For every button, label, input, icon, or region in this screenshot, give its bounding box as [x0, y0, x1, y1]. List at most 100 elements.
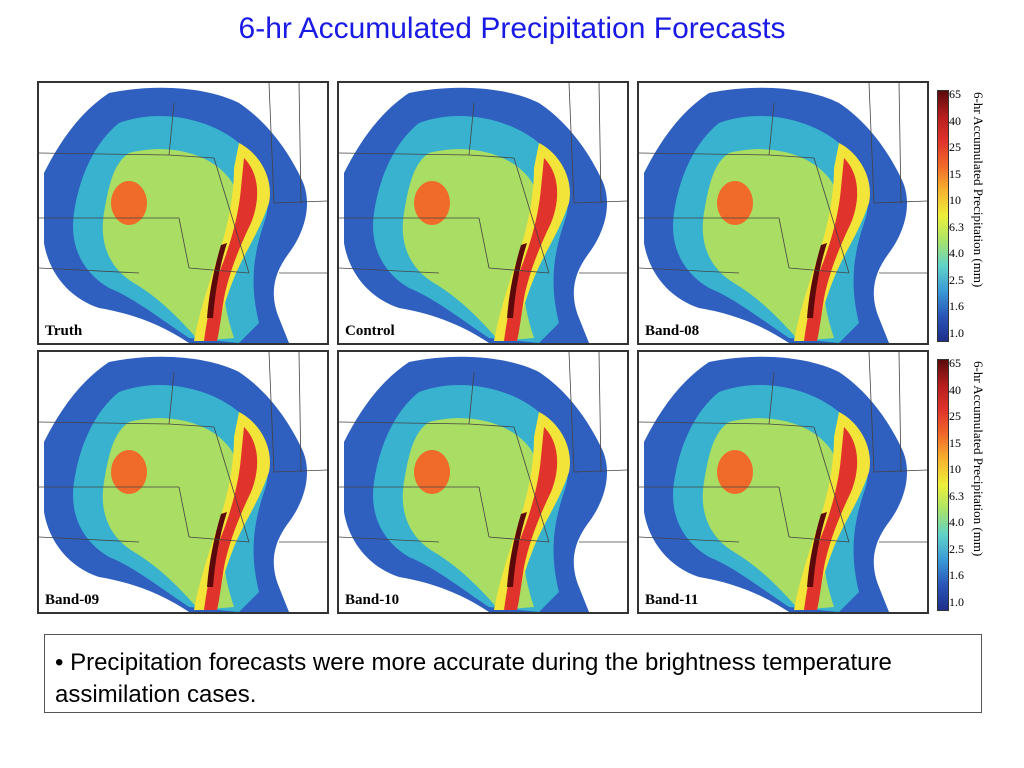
state-boundary — [339, 536, 440, 543]
precip-very-heavy-band — [204, 427, 258, 610]
colorbar-tick: 4.0 — [949, 246, 964, 260]
state-boundary — [188, 536, 250, 543]
colorbar-tick: 65 — [949, 356, 961, 370]
state-boundary — [573, 469, 627, 473]
colorbar-tick: 1.0 — [949, 594, 964, 609]
state-boundary — [39, 267, 140, 274]
precip-extreme-core — [807, 512, 827, 587]
state-boundary — [273, 469, 327, 473]
state-boundary — [639, 536, 740, 543]
panel-label: Control — [343, 323, 397, 340]
state-boundary — [39, 536, 140, 543]
colorbar-tick: 10 — [949, 462, 961, 476]
bullet: • — [55, 649, 64, 676]
state-boundary — [268, 352, 275, 473]
state-boundary — [478, 217, 490, 269]
state-boundary — [188, 267, 250, 274]
colorbar-tick: 1.6 — [949, 568, 964, 582]
state-boundary — [768, 102, 775, 156]
state-boundary — [778, 486, 790, 538]
state-boundary — [39, 152, 170, 156]
state-boundary — [573, 200, 627, 204]
precip-cell — [717, 450, 753, 494]
state-boundary — [213, 426, 250, 543]
state-boundary — [813, 157, 850, 274]
state-boundary — [778, 217, 790, 269]
colorbar-tick: 65 — [949, 87, 961, 101]
colorbar-tick: 4.0 — [949, 515, 964, 529]
state-boundary — [788, 536, 850, 543]
precip-extreme-core — [207, 243, 227, 318]
summary-text: Precipitation forecasts were more accura… — [55, 649, 892, 708]
precip-map — [39, 352, 327, 612]
state-boundary — [213, 157, 250, 274]
state-boundary — [873, 469, 927, 473]
state-boundary — [868, 352, 875, 473]
state-boundary — [468, 154, 515, 159]
state-boundary — [898, 83, 902, 204]
state-boundary — [339, 267, 440, 274]
state-boundary — [478, 486, 490, 538]
panel-label: Band-08 — [643, 323, 702, 340]
colorbar-title-bottom: 6-hr Accumulated Precipitation (mm) — [971, 361, 986, 557]
precip-cell — [414, 450, 450, 494]
state-boundary — [488, 536, 550, 543]
colorbar-tick: 15 — [949, 166, 961, 181]
colorbar-tick: 2.5 — [949, 272, 964, 287]
map-panel-control: Control — [337, 81, 629, 345]
precip-very-heavy-band — [504, 158, 558, 341]
colorbar-tick: 40 — [949, 113, 961, 128]
state-boundary — [768, 423, 815, 428]
colorbar-tick: 2.5 — [949, 541, 964, 556]
state-boundary — [298, 83, 302, 204]
precip-extreme-core — [207, 512, 227, 587]
state-boundary — [168, 423, 215, 428]
state-boundary — [339, 421, 470, 425]
state-boundary — [298, 352, 302, 473]
precip-map — [339, 83, 627, 343]
state-boundary — [598, 352, 602, 473]
colorbar-top — [937, 90, 949, 342]
state-boundary — [568, 352, 575, 473]
slide-title: 6-hr Accumulated Precipitation Forecasts — [238, 12, 786, 45]
colorbar-tick: 10 — [949, 193, 961, 207]
colorbar-tick: 1.6 — [949, 299, 964, 313]
state-boundary — [268, 83, 275, 204]
state-boundary — [168, 154, 215, 159]
precip-map — [339, 352, 627, 612]
state-boundary — [868, 83, 875, 204]
state-boundary — [788, 267, 850, 274]
precip-extreme-core — [507, 243, 527, 318]
map-panel-band-08: Band-08 — [637, 81, 929, 345]
colorbar-bottom — [937, 359, 949, 611]
state-boundary — [273, 200, 327, 204]
precip-very-heavy-band — [804, 158, 858, 341]
state-boundary — [639, 421, 770, 425]
state-boundary — [339, 152, 470, 156]
colorbar-tick: 15 — [949, 435, 961, 450]
summary-note: • Precipitation forecasts were more accu… — [44, 634, 982, 713]
precip-map — [639, 83, 927, 343]
panel-label: Truth — [43, 323, 85, 340]
state-boundary — [898, 352, 902, 473]
colorbar-tick: 25 — [949, 409, 961, 423]
state-boundary — [639, 267, 740, 274]
colorbar-title-top: 6-hr Accumulated Precipitation (mm) — [971, 92, 986, 288]
state-boundary — [598, 83, 602, 204]
precip-extreme-core — [807, 243, 827, 318]
state-boundary — [873, 200, 927, 204]
colorbar-tick: 6.3 — [949, 219, 964, 234]
state-boundary — [488, 267, 550, 274]
state-boundary — [768, 371, 775, 425]
state-boundary — [513, 426, 550, 543]
state-boundary — [168, 102, 175, 156]
state-boundary — [178, 486, 190, 538]
precip-very-heavy-band — [804, 427, 858, 610]
panel-label: Band-09 — [43, 592, 102, 609]
state-boundary — [568, 83, 575, 204]
map-panel-band-09: Band-09 — [37, 350, 329, 614]
map-panel-truth: Truth — [37, 81, 329, 345]
colorbar-tick: 1.0 — [949, 325, 964, 340]
precip-map — [639, 352, 927, 612]
state-boundary — [813, 426, 850, 543]
